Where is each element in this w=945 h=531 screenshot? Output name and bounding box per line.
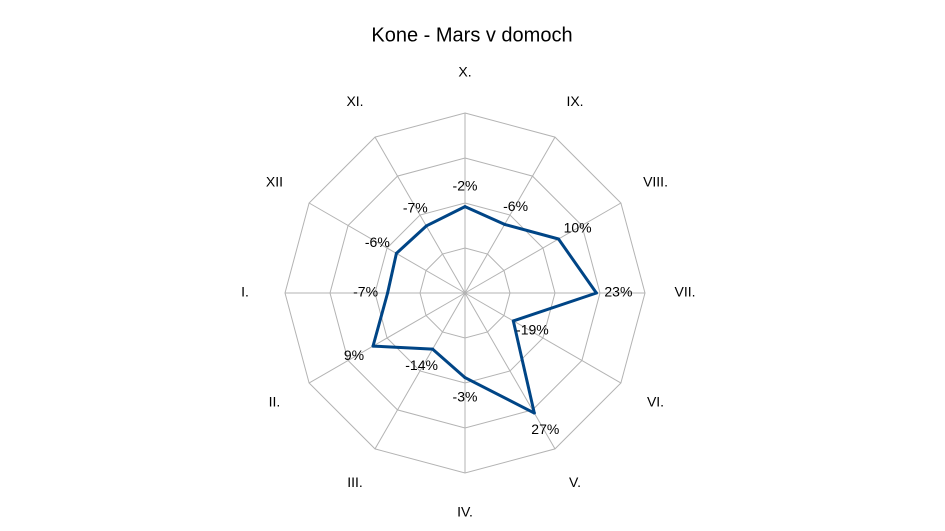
grid-spoke	[308, 202, 466, 294]
category-label: II.	[269, 394, 281, 410]
value-label: -3%	[453, 388, 478, 404]
value-label: 10%	[564, 220, 592, 236]
data-point	[371, 344, 375, 348]
category-label: III.	[347, 474, 363, 490]
value-label: 27%	[531, 421, 559, 437]
grid-spoke	[464, 202, 622, 294]
value-label: -6%	[503, 198, 528, 214]
grid-spoke	[308, 292, 466, 384]
data-point	[463, 205, 467, 209]
grid-spoke	[464, 292, 556, 450]
category-label: XI.	[346, 93, 363, 109]
value-label: -14%	[405, 357, 438, 373]
value-label: -2%	[453, 177, 478, 193]
value-label: 9%	[344, 347, 364, 363]
category-label: IX.	[566, 93, 583, 109]
value-label: -19%	[516, 322, 549, 338]
value-label: -6%	[365, 234, 390, 250]
category-label: VII.	[674, 284, 695, 300]
data-point	[511, 319, 515, 323]
data-point	[594, 291, 598, 295]
category-label: XII	[266, 174, 283, 190]
chart-title: Kone - Mars v domoch	[371, 24, 572, 46]
data-point	[394, 251, 398, 255]
grid-spoke	[464, 136, 556, 294]
grid-spoke	[464, 292, 622, 384]
grid-spoke	[374, 136, 466, 294]
data-point	[431, 347, 435, 351]
value-label: -7%	[353, 284, 378, 300]
data-point	[532, 411, 536, 415]
data-line	[371, 205, 598, 415]
value-label: 23%	[604, 284, 632, 300]
data-point	[424, 224, 428, 228]
data-point	[463, 376, 467, 380]
data-point	[557, 237, 561, 241]
category-label: VIII.	[643, 174, 668, 190]
category-label: IV.	[457, 504, 473, 520]
category-label: VI.	[647, 394, 664, 410]
data-point	[386, 291, 390, 295]
category-label: X.	[458, 64, 471, 80]
category-label: V.	[569, 474, 581, 490]
value-label: -7%	[403, 199, 428, 215]
category-label: I.	[241, 284, 249, 300]
grid-spoke	[374, 292, 466, 450]
data-point	[503, 222, 507, 226]
